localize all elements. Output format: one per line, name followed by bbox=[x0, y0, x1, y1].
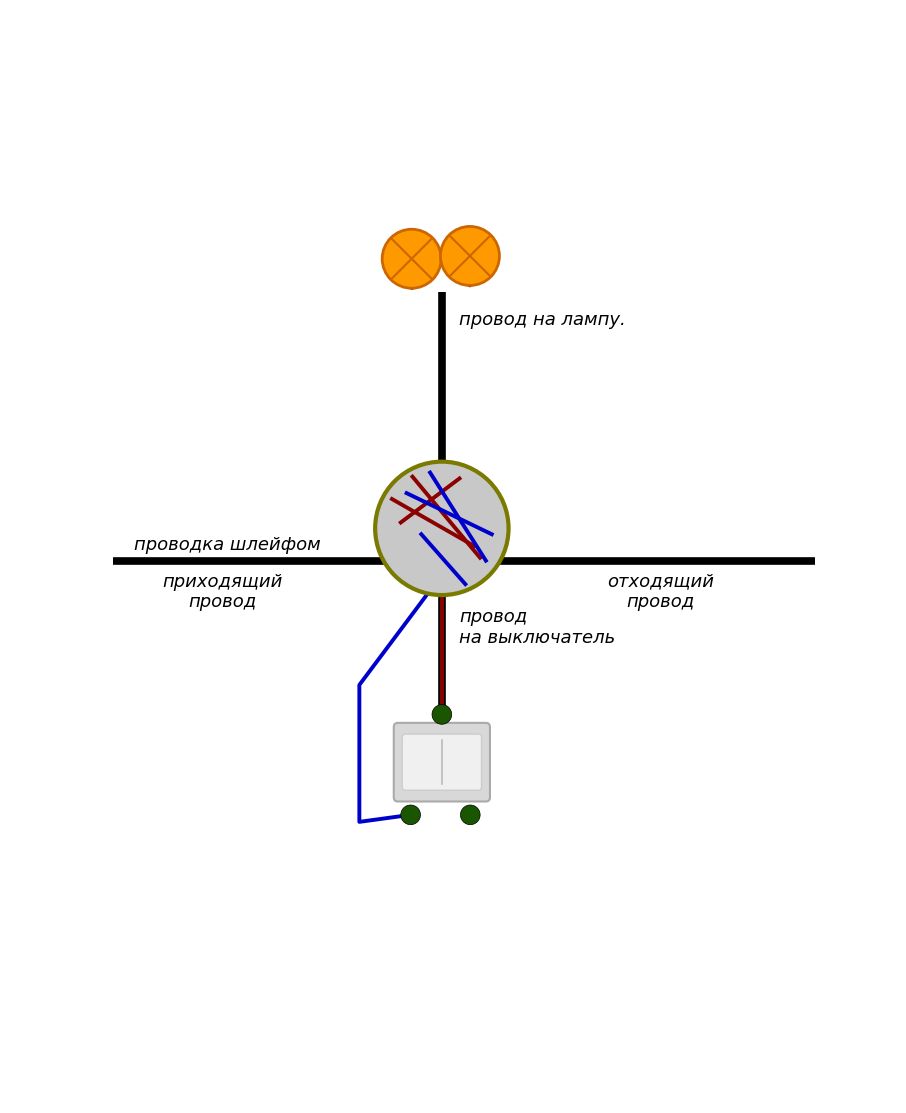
Circle shape bbox=[375, 462, 508, 595]
Circle shape bbox=[400, 805, 420, 825]
Circle shape bbox=[382, 229, 441, 288]
Text: провод на лампу.: провод на лампу. bbox=[459, 311, 626, 328]
Text: отходящий
провод: отходящий провод bbox=[607, 572, 715, 611]
FancyBboxPatch shape bbox=[402, 735, 481, 790]
FancyBboxPatch shape bbox=[394, 722, 490, 801]
Circle shape bbox=[432, 705, 452, 725]
Text: провод
на выключатель: провод на выключатель bbox=[459, 608, 616, 647]
Text: проводка шлейфом: проводка шлейфом bbox=[134, 535, 321, 553]
Circle shape bbox=[440, 226, 499, 285]
Text: приходящий
провод: приходящий провод bbox=[162, 572, 283, 611]
Circle shape bbox=[460, 805, 480, 825]
